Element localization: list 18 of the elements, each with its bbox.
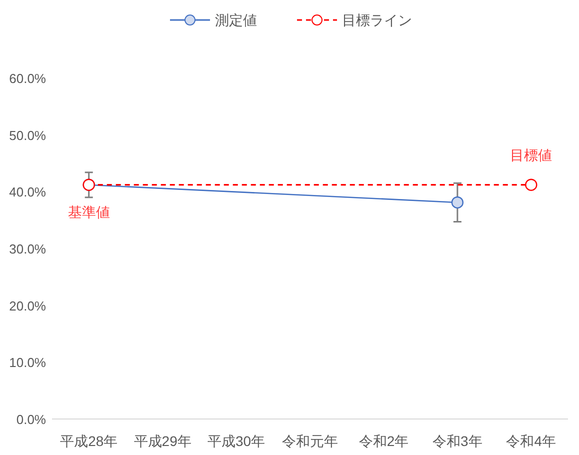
x-tick-label: 令和3年 bbox=[432, 433, 482, 449]
legend-label: 目標ライン bbox=[342, 12, 412, 28]
y-tick-label: 60.0% bbox=[9, 71, 46, 86]
legend-label: 測定値 bbox=[215, 12, 257, 28]
x-tick-label: 平成29年 bbox=[134, 433, 192, 449]
y-tick-label: 40.0% bbox=[9, 184, 46, 200]
annotation: 基準値 bbox=[68, 204, 110, 220]
x-tick-label: 令和4年 bbox=[506, 433, 556, 449]
y-tick-label: 20.0% bbox=[9, 298, 46, 314]
annotation: 目標値 bbox=[510, 146, 552, 163]
y-tick-label: 50.0% bbox=[9, 128, 46, 143]
y-tick-label: 0.0% bbox=[16, 412, 46, 427]
x-tick-label: 平成30年 bbox=[207, 433, 266, 449]
x-tick-label: 令和2年 bbox=[358, 433, 409, 449]
x-tick-label: 令和元年 bbox=[282, 433, 338, 449]
y-tick-label: 10.0% bbox=[9, 355, 46, 370]
x-tick-label: 平成28年 bbox=[60, 433, 118, 449]
y-tick-label: 30.0% bbox=[9, 242, 46, 256]
